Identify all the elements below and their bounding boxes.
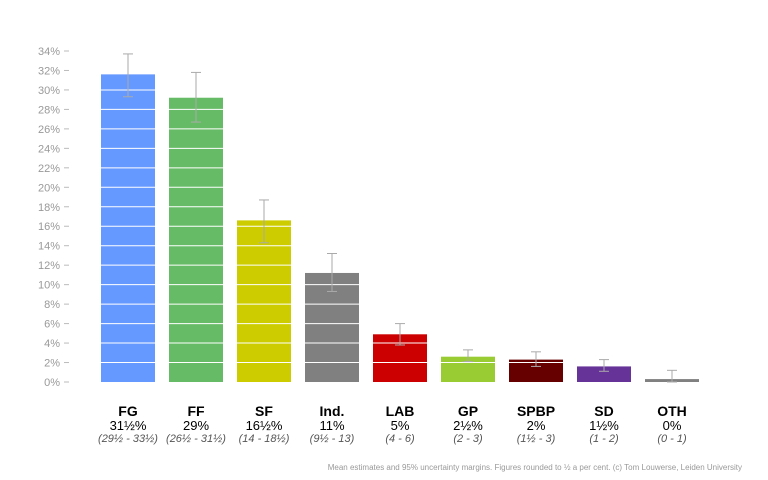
error-bars [123, 53, 677, 383]
value-label: 29% [183, 418, 209, 433]
range-label: (29½ - 33½) [98, 433, 158, 445]
bar-ff [169, 97, 223, 383]
category-label: LAB [386, 403, 415, 419]
value-label: 11% [319, 418, 344, 433]
value-label: 1½% [589, 418, 619, 433]
y-tick-label: 20% [38, 182, 60, 194]
y-tick-label: 14% [38, 241, 60, 253]
y-tick-label: 0% [44, 377, 60, 389]
y-tick-label: 12% [38, 260, 60, 272]
gridlines [70, 50, 712, 364]
y-tick-label: 24% [38, 143, 60, 155]
value-label: 2½% [453, 418, 483, 433]
range-label: (0 - 1) [657, 433, 687, 445]
y-tick-label: 4% [44, 338, 60, 350]
y-tick-label: 30% [38, 85, 60, 97]
value-label: 0% [663, 418, 682, 433]
y-tick-label: 28% [38, 104, 60, 116]
bar-spbp [509, 359, 563, 382]
y-tick-label: 16% [38, 221, 60, 233]
range-label: (9½ - 13) [310, 433, 355, 445]
category-label: SD [594, 403, 613, 419]
category-label: GP [458, 403, 478, 419]
y-tick-label: 2% [44, 358, 60, 370]
y-axis: 0% 2% 4% 6% 8% 10% 12% 14% 16% 18% 20% 22% 24% 26% 28%… [38, 46, 69, 389]
range-label: (2 - 3) [453, 433, 483, 445]
range-label: (4 - 6) [385, 433, 415, 445]
range-label: (14 - 18½) [239, 433, 290, 445]
y-tick-label: 10% [38, 280, 60, 292]
category-label: OTH [657, 403, 687, 419]
category-label: SF [255, 403, 273, 419]
y-tick-label: 22% [38, 163, 60, 175]
bar-sd [577, 366, 631, 382]
value-label: 5% [391, 418, 410, 433]
bar-sf [237, 220, 291, 382]
category-label: FF [187, 403, 205, 419]
range-label: (1½ - 3) [517, 433, 556, 445]
category-label: FG [118, 403, 138, 419]
y-tick-label: 34% [38, 46, 60, 58]
value-label: 16½% [246, 418, 283, 433]
footnote: Mean estimates and 95% uncertainty margi… [327, 463, 742, 472]
range-label: (26½ - 31½) [166, 433, 226, 445]
category-label: SPBP [517, 403, 555, 419]
bars [101, 74, 699, 383]
y-tick-label: 18% [38, 202, 60, 214]
category-label: Ind. [320, 403, 345, 419]
value-label: 2% [527, 418, 546, 433]
y-tick-label: 32% [38, 65, 60, 77]
y-tick-label: 6% [44, 319, 60, 331]
bar-fg [101, 74, 155, 382]
range-label: (1 - 2) [589, 433, 619, 445]
y-tick-label: 8% [44, 299, 60, 311]
y-tick-label: 26% [38, 124, 60, 136]
value-label: 31½% [110, 418, 147, 433]
